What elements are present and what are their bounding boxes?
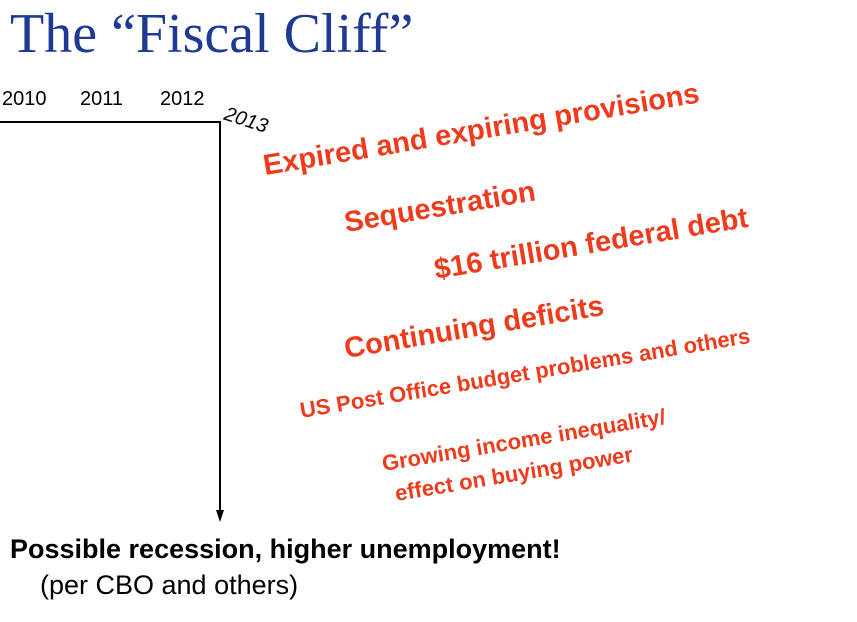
outcome-statement: Possible recession, higher unemployment! — [10, 534, 561, 564]
year-label-2010: 2010 — [2, 88, 47, 110]
slide-title: The “Fiscal Cliff” — [10, 3, 414, 65]
year-label-2012: 2012 — [160, 88, 205, 110]
outcome-source-note: (per CBO and others) — [40, 570, 299, 600]
cliff-arrow-head — [216, 510, 224, 522]
year-label-2011: 2011 — [80, 88, 124, 110]
